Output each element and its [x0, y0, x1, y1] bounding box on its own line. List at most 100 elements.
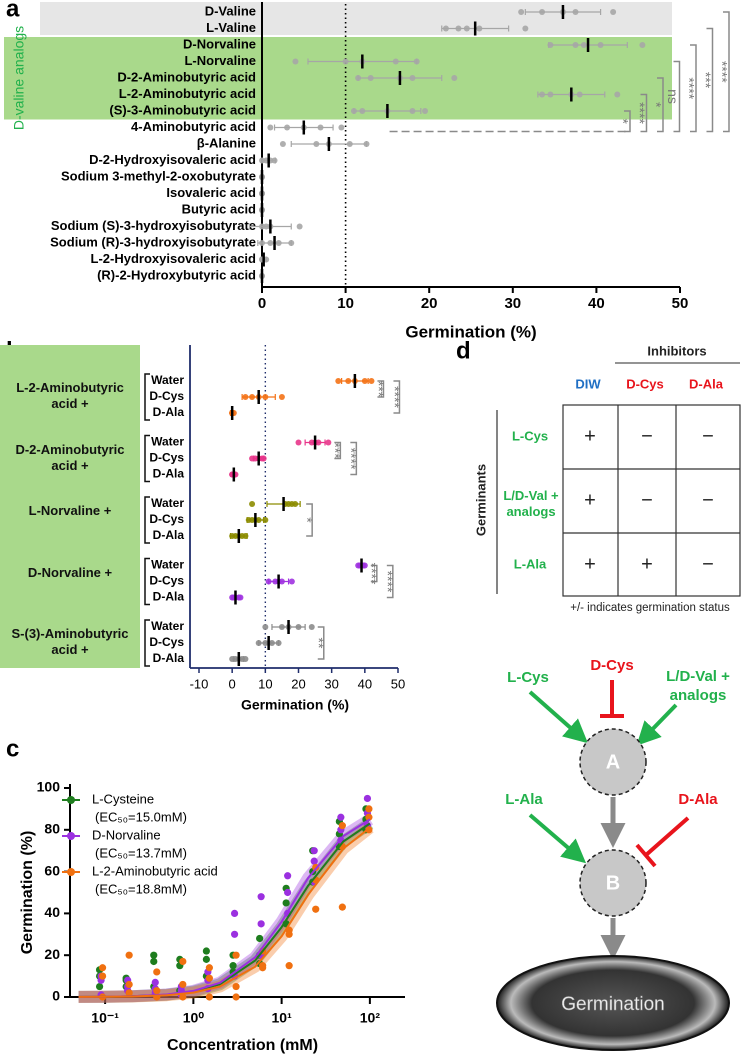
significance-label: *	[299, 517, 315, 523]
data-point	[249, 501, 256, 507]
x-axis-title: Germination (%)	[405, 322, 536, 341]
category-label: Isovaleric acid	[166, 185, 256, 200]
row-label: L-Cys	[512, 428, 548, 443]
legend-marker	[67, 832, 75, 840]
inhibition-arrow	[600, 680, 624, 718]
data-point	[151, 978, 159, 986]
significance-label: ***	[371, 381, 387, 398]
outcome-label: Germination	[561, 994, 665, 1015]
germinant-label: L-Ala	[505, 791, 543, 808]
category-label: (S)-3-Aminobutyric acid	[109, 102, 256, 117]
data-point	[98, 972, 107, 980]
data-point	[282, 899, 290, 907]
data-point	[232, 982, 240, 991]
legend-label: L-Cysteine	[92, 791, 154, 806]
category-label: Water	[151, 619, 184, 633]
data-point	[310, 857, 318, 865]
table-cell: +	[584, 425, 596, 447]
data-point	[153, 987, 161, 995]
panel-label: a	[6, 0, 20, 22]
data-point	[205, 974, 213, 982]
germinant-label: L-Cys	[507, 669, 549, 686]
significance-label: ***	[328, 442, 344, 459]
y-tick-label: 60	[44, 862, 60, 878]
group-brace	[144, 619, 150, 667]
panel-label: c	[6, 735, 19, 762]
data-point	[325, 439, 332, 446]
legend-marker	[67, 796, 75, 804]
table-cell: −	[641, 425, 653, 447]
node-b	[579, 849, 647, 917]
y-tick-label: 80	[44, 821, 60, 837]
category-label: 4-Aminobutyric acid	[131, 119, 256, 134]
legend-marker	[67, 868, 75, 876]
data-point	[639, 42, 646, 48]
data-point	[150, 951, 158, 959]
significance-bracket	[386, 564, 394, 599]
category-label: (R)-2-Hydroxybutyric acid	[97, 267, 256, 282]
column-header: D-Cys	[626, 376, 664, 391]
inhibitor-label: D-Cys	[590, 657, 633, 674]
spore	[496, 955, 730, 1051]
data-point	[368, 378, 375, 384]
table-cell: −	[702, 553, 714, 575]
data-point	[98, 964, 107, 972]
data-point	[179, 957, 187, 966]
data-point	[259, 962, 267, 970]
significance-bracket	[657, 77, 664, 133]
data-point	[338, 822, 346, 830]
table-note: +/- indicates germination status	[570, 602, 730, 614]
y-tick-label: 40	[44, 904, 60, 920]
data-point	[125, 951, 133, 959]
table-cell: −	[641, 489, 653, 511]
inhibition-arrow	[635, 816, 690, 868]
data-point	[202, 955, 210, 963]
highlight-band	[40, 2, 672, 35]
data-point	[312, 905, 320, 913]
x-tick-label: 10	[337, 295, 354, 312]
significance-bracket	[306, 503, 313, 537]
data-point	[451, 75, 458, 81]
data-point	[278, 394, 285, 400]
significance-bracket	[723, 11, 730, 133]
significance-bracket	[640, 93, 648, 133]
table-cell: −	[702, 489, 714, 511]
data-point	[363, 794, 372, 803]
data-point	[365, 813, 373, 821]
x-tick-label: 50	[672, 295, 689, 312]
y-axis-title: Germination (%)	[19, 831, 36, 955]
category-label: Water	[151, 558, 184, 572]
data-point	[338, 124, 345, 131]
significance-label: *	[615, 119, 631, 125]
data-point	[284, 872, 292, 880]
significance-bracket	[673, 60, 681, 133]
data-point	[262, 624, 269, 630]
category-label: D-Ala	[153, 590, 185, 604]
row-label: L/D-Val + analogs	[503, 488, 559, 520]
significance-bracket	[317, 626, 325, 660]
significance-bracket	[377, 380, 385, 398]
data-point	[95, 982, 104, 991]
data-point	[257, 893, 265, 901]
category-label: D-Ala	[153, 651, 185, 665]
x-tick-label: 20	[291, 676, 305, 691]
y-tick-label: 100	[37, 779, 61, 795]
row-label: L-Ala	[514, 556, 547, 571]
panel-label: d	[456, 337, 471, 364]
table-border	[562, 404, 741, 597]
table-cell: +	[584, 489, 596, 511]
x-tick-label: 10⁰	[183, 1010, 205, 1026]
legend-label: L-2-Aminobutyric acid	[92, 863, 218, 878]
group-brace	[144, 373, 150, 421]
data-point	[232, 993, 240, 1001]
group-label: D-valine analogs	[11, 26, 27, 130]
category-label: L-2-Hydroxyisovaleric acid	[91, 251, 257, 266]
category-label: Butyric acid	[182, 201, 256, 216]
group-label: D-Norvaline +	[27, 564, 113, 580]
significance-label: ****	[632, 102, 648, 124]
category-label: D-Ala	[153, 405, 185, 419]
table-cell: −	[702, 425, 714, 447]
category-label: D-Norvaline	[183, 36, 256, 51]
category-label: L-2-Aminobutyric acid	[119, 86, 256, 101]
significance-bracket	[393, 380, 401, 414]
